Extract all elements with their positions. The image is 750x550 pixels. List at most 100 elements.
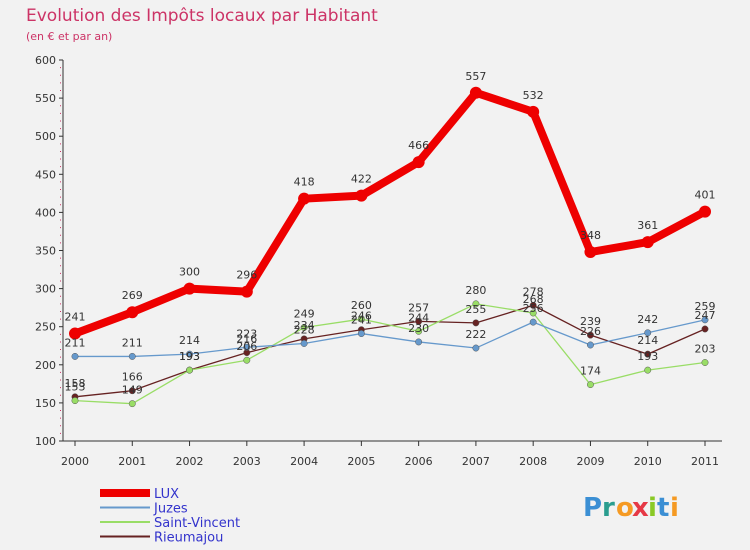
y-tick-label: 400 bbox=[35, 206, 56, 219]
data-label: 361 bbox=[637, 219, 658, 232]
series-line bbox=[71, 88, 709, 338]
data-point bbox=[357, 330, 365, 338]
data-label: 269 bbox=[122, 289, 143, 302]
data-point bbox=[641, 236, 654, 249]
data-label: 246 bbox=[351, 310, 372, 323]
data-point bbox=[701, 316, 709, 324]
y-tick-label: 300 bbox=[35, 283, 56, 296]
data-point bbox=[415, 338, 423, 346]
data-label: 296 bbox=[236, 269, 257, 282]
data-label: 256 bbox=[523, 302, 544, 315]
data-label: 166 bbox=[122, 371, 143, 384]
legend-label: LUX bbox=[154, 487, 179, 502]
data-point bbox=[469, 86, 482, 99]
data-label: 280 bbox=[465, 284, 486, 297]
series-layer bbox=[69, 86, 711, 408]
y-tick-label: 350 bbox=[35, 245, 56, 258]
data-label: 249 bbox=[294, 307, 315, 320]
data-point bbox=[701, 359, 709, 366]
data-label: 239 bbox=[580, 315, 601, 328]
y-tick-label: 100 bbox=[35, 435, 56, 448]
data-label: 223 bbox=[236, 327, 257, 340]
x-tick-label: 2001 bbox=[118, 455, 146, 468]
data-point bbox=[587, 331, 594, 339]
data-label: 557 bbox=[465, 70, 486, 83]
data-point bbox=[472, 300, 480, 308]
data-label: 247 bbox=[695, 309, 716, 322]
data-point bbox=[587, 381, 594, 389]
data-label: 242 bbox=[637, 313, 658, 326]
data-label: 422 bbox=[351, 173, 372, 186]
data-label: 211 bbox=[65, 336, 86, 349]
data-point bbox=[298, 192, 311, 205]
data-point bbox=[126, 306, 139, 319]
data-labels: 241 269 300 296 418 422 466 557 532 348 361 401 211 2… bbox=[65, 70, 716, 397]
y-tick-label: 450 bbox=[35, 168, 56, 181]
data-label: 222 bbox=[465, 328, 486, 341]
data-point bbox=[183, 282, 196, 295]
x-tick-label: 2004 bbox=[290, 455, 318, 468]
data-label: 241 bbox=[351, 314, 372, 327]
data-label: 158 bbox=[65, 377, 86, 390]
data-point bbox=[529, 318, 537, 326]
y-tick-label: 600 bbox=[35, 54, 56, 67]
x-tick-label: 2007 bbox=[462, 455, 490, 468]
data-point bbox=[472, 344, 480, 352]
data-point bbox=[644, 329, 652, 337]
data-point bbox=[300, 340, 308, 347]
data-label: 244 bbox=[408, 311, 429, 324]
data-label: 278 bbox=[523, 285, 544, 298]
x-tick-label: 2006 bbox=[405, 455, 433, 468]
data-label: 255 bbox=[465, 303, 486, 316]
data-label: 153 bbox=[65, 381, 86, 394]
data-point bbox=[644, 350, 652, 358]
logo-letter-x: x bbox=[632, 493, 649, 523]
y-tick-label: 550 bbox=[35, 92, 56, 105]
y-tick-label: 250 bbox=[35, 321, 56, 334]
data-label: 193 bbox=[179, 350, 200, 363]
data-point bbox=[699, 205, 711, 218]
data-point bbox=[357, 315, 365, 323]
y-axis-ticks: 100 150 200 250 300 350 400 450 500 550 600 bbox=[35, 54, 63, 448]
legend-label: Rieumajou bbox=[154, 531, 223, 546]
series-line bbox=[74, 319, 706, 358]
legend-label: Saint-Vincent bbox=[154, 516, 240, 531]
data-label: 268 bbox=[523, 293, 544, 306]
y-tick-label: 200 bbox=[35, 359, 56, 372]
data-point bbox=[240, 285, 253, 298]
logo-letter-i1: i bbox=[648, 493, 657, 523]
data-label: 257 bbox=[408, 301, 429, 314]
chart-title: Evolution des Impôts locaux par Habitant bbox=[26, 6, 378, 26]
proxiti-logo: P r o x i t i bbox=[583, 493, 679, 523]
data-label: 206 bbox=[236, 340, 257, 353]
series-juzes bbox=[71, 316, 709, 360]
data-point bbox=[69, 327, 81, 340]
logo-letter-t: t bbox=[657, 493, 669, 523]
logo-letter-o: o bbox=[616, 493, 634, 523]
data-point bbox=[355, 189, 368, 202]
data-point bbox=[472, 319, 480, 327]
x-tick-label: 2002 bbox=[176, 455, 204, 468]
series-rieumajou bbox=[71, 301, 709, 401]
data-label: 193 bbox=[637, 350, 658, 363]
series-saint-vincent bbox=[71, 300, 709, 408]
data-label: 203 bbox=[695, 343, 716, 356]
x-tick-label: 2010 bbox=[634, 455, 662, 468]
data-label: 230 bbox=[408, 322, 429, 335]
x-tick-label: 2009 bbox=[576, 455, 604, 468]
x-axis-ticks: 2000 2001 2002 2003 2004 2005 2006 2007 2008 2009… bbox=[61, 441, 719, 468]
x-tick-label: 2008 bbox=[519, 455, 547, 468]
data-point bbox=[243, 343, 251, 351]
series-line bbox=[74, 304, 706, 398]
logo-letter-r: r bbox=[602, 493, 615, 523]
data-point bbox=[71, 397, 79, 405]
data-point bbox=[128, 400, 136, 408]
data-label: 211 bbox=[122, 336, 143, 349]
y-tick-label: 500 bbox=[35, 130, 56, 143]
data-label: 228 bbox=[294, 323, 315, 336]
data-label: 149 bbox=[122, 384, 143, 397]
data-label: 401 bbox=[695, 189, 716, 202]
